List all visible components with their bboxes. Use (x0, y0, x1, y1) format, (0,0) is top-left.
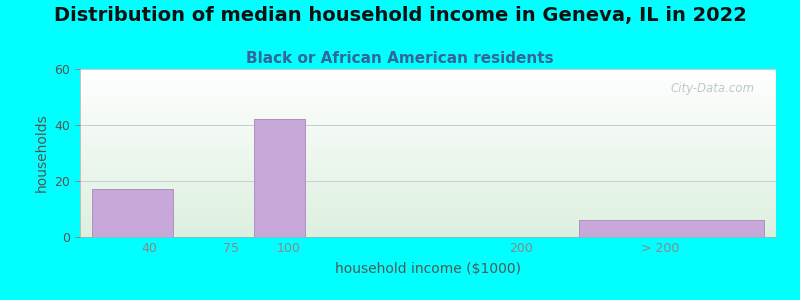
Text: Black or African American residents: Black or African American residents (246, 51, 554, 66)
Bar (579, 220, 765, 237)
Y-axis label: households: households (35, 114, 49, 192)
Text: City-Data.com: City-Data.com (671, 82, 755, 95)
Text: Distribution of median household income in Geneva, IL in 2022: Distribution of median household income … (54, 6, 746, 25)
Bar (91, 189, 173, 237)
Bar (254, 119, 305, 237)
X-axis label: household income ($1000): household income ($1000) (335, 262, 521, 276)
